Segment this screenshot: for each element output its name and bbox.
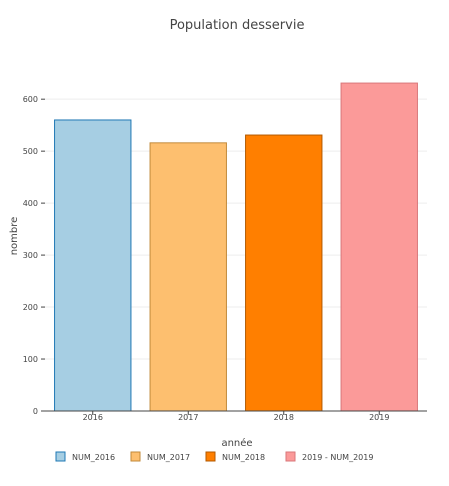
x-axis: 2016 2017 2018 2019 bbox=[45, 410, 427, 422]
x-tick-label: 2019 bbox=[369, 413, 389, 422]
legend-label: NUM_2018 bbox=[222, 453, 265, 462]
chart-title: Population desservie bbox=[170, 18, 305, 33]
legend-item: NUM_2018 bbox=[205, 451, 265, 462]
y-tick-label: 400 bbox=[23, 199, 38, 208]
x-tick-label: 2016 bbox=[83, 413, 103, 422]
legend-item: NUM_2016 bbox=[55, 451, 115, 462]
legend-swatch bbox=[205, 451, 216, 462]
y-tick-label: 100 bbox=[23, 355, 38, 364]
x-axis-label: année bbox=[221, 437, 252, 449]
y-tick-label: 500 bbox=[23, 147, 38, 156]
bar bbox=[54, 119, 132, 412]
legend-label: NUM_2017 bbox=[147, 453, 190, 462]
y-tick-label: 0 bbox=[33, 407, 38, 416]
x-tick-label: 2018 bbox=[274, 413, 294, 422]
legend: NUM_2016 NUM_2017 NUM_2018 2019 - NUM_2019 bbox=[55, 451, 373, 462]
y-tick-label: 200 bbox=[23, 303, 38, 312]
legend-swatch bbox=[130, 451, 141, 462]
y-axis: 0 100 200 300 400 500 600 bbox=[23, 95, 45, 416]
legend-item: 2019 - NUM_2019 bbox=[285, 451, 373, 462]
y-tick-label: 300 bbox=[23, 251, 38, 260]
legend-swatch bbox=[285, 451, 296, 462]
bar bbox=[340, 82, 418, 412]
bar bbox=[149, 142, 227, 412]
x-tick-label: 2017 bbox=[178, 413, 198, 422]
legend-label: 2019 - NUM_2019 bbox=[302, 453, 373, 462]
y-axis-label: nombre bbox=[9, 217, 20, 256]
legend-label: NUM_2016 bbox=[72, 453, 115, 462]
bars bbox=[54, 82, 418, 412]
y-tick-label: 600 bbox=[23, 95, 38, 104]
bar bbox=[245, 134, 323, 412]
legend-item: NUM_2017 bbox=[130, 451, 190, 462]
legend-swatch bbox=[55, 451, 66, 462]
